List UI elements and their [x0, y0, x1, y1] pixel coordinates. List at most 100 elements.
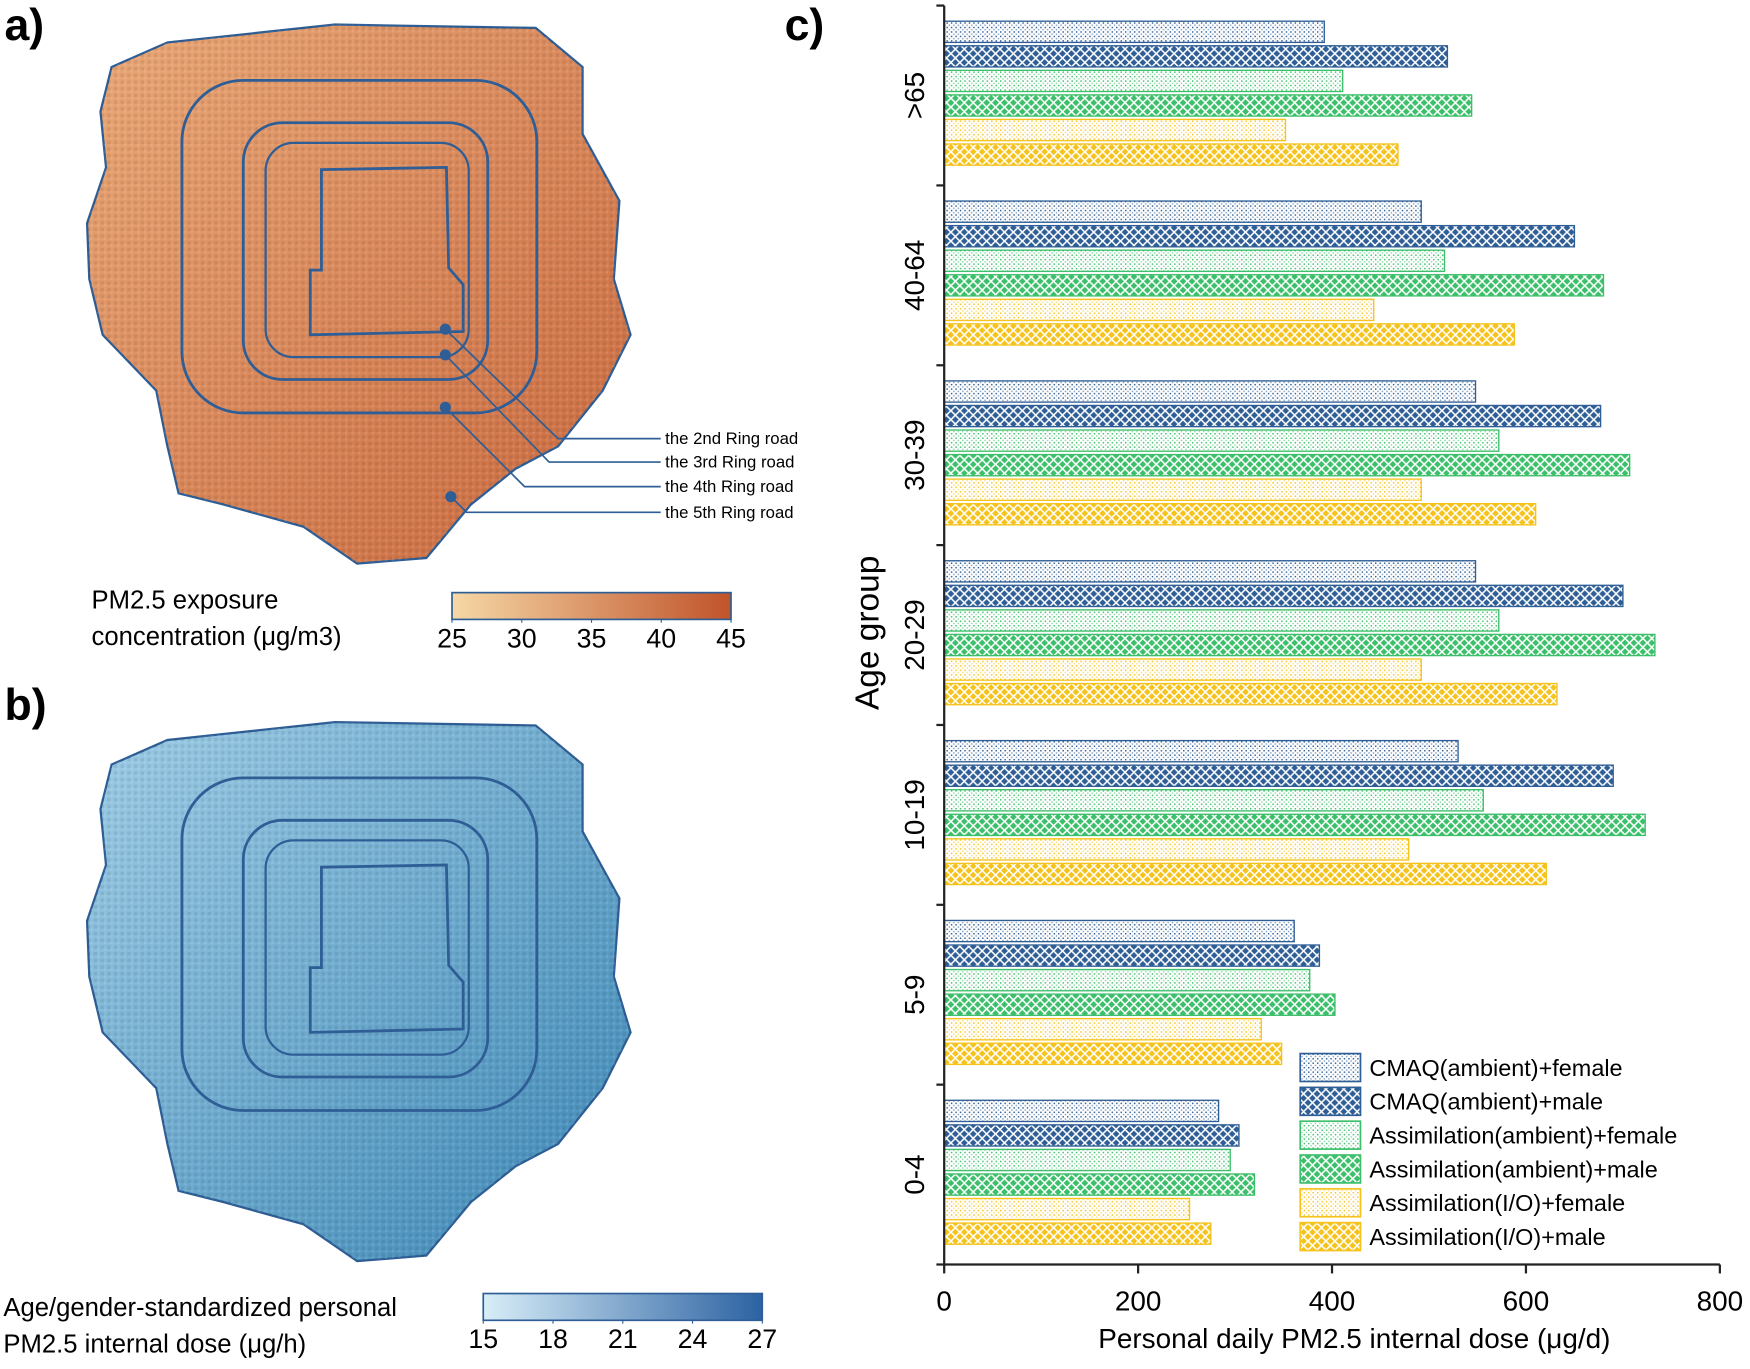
legend-label: CMAQ(ambient)+male — [1369, 1089, 1603, 1115]
bar — [943, 1222, 1212, 1245]
bar — [943, 609, 1500, 632]
leader-line — [444, 328, 661, 440]
map-texture — [87, 722, 631, 1262]
x-tick-label: 600 — [1503, 1285, 1550, 1316]
bar — [943, 1099, 1220, 1123]
colorbar-title: PM2.5 exposure — [92, 586, 279, 614]
ring-road-4 — [241, 818, 490, 1079]
bar — [943, 862, 1547, 886]
legend-swatch — [1299, 1052, 1362, 1083]
x-tick-label: 400 — [1309, 1285, 1356, 1316]
bar — [943, 1197, 1191, 1221]
bar — [943, 45, 1449, 68]
bar — [943, 838, 1410, 861]
x-tick-label: 0 — [936, 1285, 952, 1316]
legend-label: Assimilation(I/O)+male — [1369, 1224, 1605, 1250]
leader-line — [444, 406, 661, 488]
legend-label: Assimilation(ambient)+female — [1369, 1123, 1677, 1149]
y-tick-label: 10-19 — [899, 779, 930, 850]
ring-label: the 2nd Ring road — [665, 429, 798, 448]
bar — [943, 658, 1422, 681]
bar — [943, 1124, 1240, 1147]
bar — [943, 69, 1344, 93]
bar — [943, 560, 1477, 583]
bar — [943, 380, 1477, 403]
colorbar-tick-label: 25 — [437, 623, 467, 653]
colorbar — [482, 1292, 764, 1322]
leader-line — [444, 354, 661, 463]
bar — [943, 249, 1446, 273]
bar — [943, 429, 1500, 452]
colorbar-tick-label: 30 — [507, 623, 537, 653]
bar — [943, 502, 1537, 526]
colorbar-title: PM2.5 internal dose (μg/h) — [3, 1331, 306, 1359]
bar — [943, 919, 1295, 943]
ring-label: the 3rd Ring road — [665, 453, 794, 472]
ring-road-3 — [264, 141, 470, 359]
x-tick-label: 800 — [1697, 1285, 1744, 1316]
ring-road-2 — [308, 863, 465, 1034]
legend-swatch — [1299, 1154, 1362, 1184]
bar — [943, 453, 1631, 477]
colorbar-tick-label: 15 — [468, 1324, 498, 1354]
colorbar-tick-label: 40 — [646, 623, 676, 653]
bar — [943, 224, 1576, 248]
bar — [943, 789, 1484, 812]
bar — [943, 764, 1614, 788]
y-axis-title: Age group — [849, 556, 886, 710]
legend-label: CMAQ(ambient)+female — [1369, 1055, 1622, 1081]
bar — [943, 404, 1602, 428]
legend-swatch — [1299, 1188, 1362, 1218]
bar — [943, 1042, 1283, 1066]
bar — [943, 968, 1311, 992]
bar — [943, 118, 1287, 142]
bar — [943, 1148, 1231, 1172]
bar — [943, 1017, 1262, 1041]
colorbar-title: concentration (μg/m3) — [92, 623, 342, 651]
bar — [943, 682, 1558, 706]
colorbar-tick-label: 21 — [608, 1324, 638, 1354]
bar — [943, 200, 1422, 223]
ring-road-2 — [308, 165, 465, 337]
map-a — [85, 23, 661, 565]
colorbar-tick-label: 18 — [538, 1324, 568, 1354]
y-tick-label: 40-64 — [899, 240, 930, 311]
ring-road-5 — [180, 776, 539, 1112]
y-tick-label: 20-29 — [899, 599, 930, 670]
bar — [943, 298, 1375, 322]
colorbar-tick-label: 45 — [716, 623, 746, 653]
bar — [943, 323, 1515, 346]
panel-label: c) — [785, 1, 825, 50]
panel-label: b) — [4, 681, 46, 730]
bar — [943, 633, 1656, 657]
bar — [943, 739, 1459, 763]
y-tick-label: 5-9 — [899, 975, 930, 1015]
map-texture — [87, 24, 631, 564]
legend-swatch — [1299, 1120, 1362, 1150]
bar — [943, 478, 1422, 501]
panel-label: a) — [4, 1, 44, 50]
ring-road-3 — [264, 839, 470, 1056]
bar — [943, 143, 1399, 166]
bar — [943, 944, 1321, 967]
bar — [943, 20, 1325, 44]
ring-road-5 — [180, 78, 539, 415]
y-tick-label: >65 — [899, 72, 930, 119]
y-tick-label: 30-39 — [899, 420, 930, 491]
legend-label: Assimilation(I/O)+female — [1369, 1190, 1625, 1216]
y-tick-label: 0-4 — [899, 1154, 930, 1194]
legend-swatch — [1299, 1221, 1362, 1252]
bar — [943, 584, 1624, 608]
ring-label: the 4th Ring road — [665, 477, 793, 496]
ring-label: the 5th Ring road — [665, 503, 793, 522]
x-tick-label: 200 — [1115, 1285, 1162, 1316]
legend-label: Assimilation(ambient)+male — [1369, 1156, 1657, 1182]
x-axis-title: Personal daily PM2.5 internal dose (μg/d… — [1098, 1323, 1610, 1354]
colorbar — [451, 591, 732, 621]
leader-line — [450, 496, 661, 514]
bar — [943, 274, 1605, 297]
bar — [943, 94, 1473, 117]
colorbar-tick-label: 24 — [678, 1324, 708, 1354]
ring-road-4 — [241, 121, 490, 381]
